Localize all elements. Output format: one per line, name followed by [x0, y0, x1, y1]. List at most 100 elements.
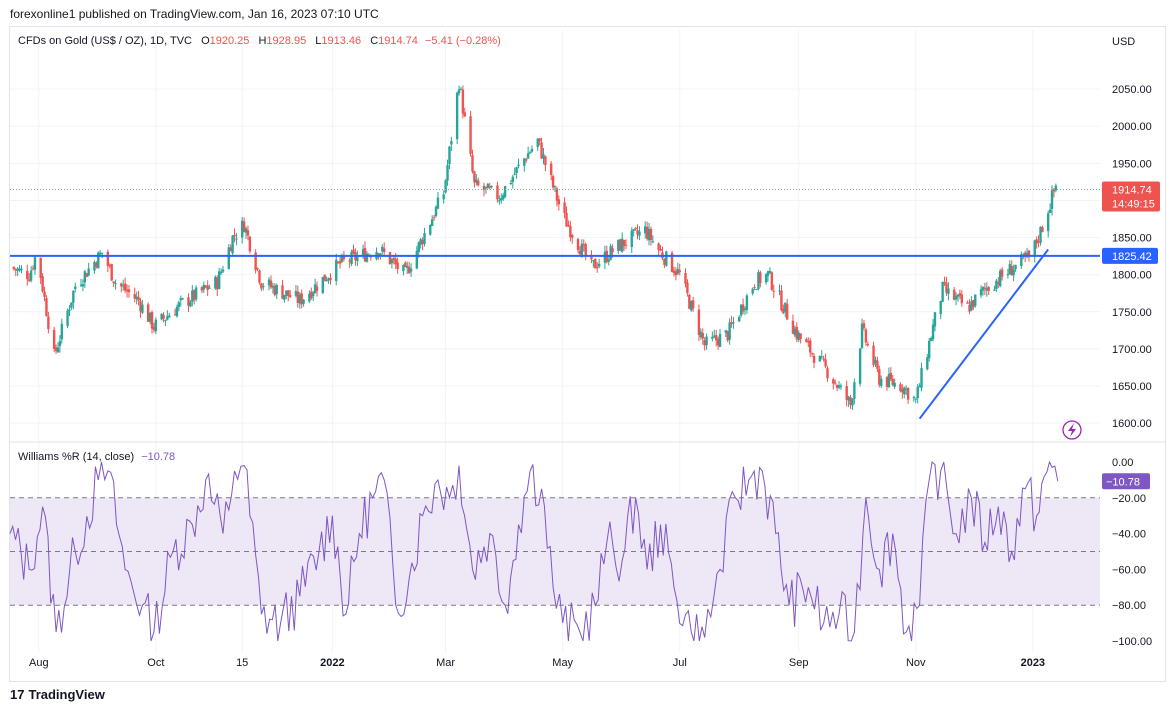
- candle-body: [135, 296, 138, 300]
- low-key: L: [315, 35, 322, 47]
- candle-body: [703, 340, 706, 346]
- candle-body: [993, 289, 996, 291]
- candle-body: [624, 244, 628, 246]
- candle-body: [563, 202, 566, 214]
- candle-body: [981, 286, 985, 291]
- candle-body: [139, 301, 142, 312]
- candle-body: [193, 290, 196, 300]
- candle-body: [772, 290, 775, 292]
- candle-body: [901, 389, 904, 393]
- candle-body: [983, 287, 987, 289]
- candle-body: [120, 283, 123, 287]
- tradingview-logo-icon: 17: [10, 687, 25, 702]
- candle-body: [392, 257, 396, 261]
- candle-body: [179, 298, 182, 301]
- candle-body: [665, 251, 668, 266]
- candle-body: [70, 302, 73, 308]
- candle-body: [820, 356, 823, 358]
- candle-body: [597, 263, 601, 267]
- candle-body: [312, 292, 315, 297]
- candle-body: [148, 312, 152, 322]
- candle-body: [415, 250, 419, 269]
- candle-body: [943, 281, 946, 284]
- candle-body: [417, 242, 420, 253]
- candle-body: [1048, 209, 1052, 214]
- countdown-label: 14:49:15: [1112, 199, 1155, 211]
- candle-body: [885, 377, 889, 387]
- trendline[interactable]: [918, 248, 1049, 420]
- candle-body: [966, 302, 969, 304]
- candle-body: [832, 379, 835, 384]
- candle-body: [33, 257, 37, 270]
- candle-body: [691, 300, 695, 309]
- time-tick-label: Nov: [906, 657, 926, 669]
- candle-body: [325, 280, 328, 282]
- candle-body: [594, 258, 597, 269]
- candle-body: [246, 230, 250, 236]
- candle-body: [697, 309, 701, 335]
- candle-body: [511, 176, 514, 182]
- candle-body: [657, 243, 660, 250]
- candle-body: [607, 259, 610, 262]
- price-tick-label: 1700.00: [1112, 344, 1152, 356]
- candle-body: [678, 270, 681, 273]
- candle-body: [446, 165, 449, 181]
- high-value: 1928.95: [266, 35, 307, 47]
- candle-body: [684, 273, 687, 284]
- candle-body: [79, 284, 83, 286]
- candle-body: [1025, 252, 1029, 256]
- candle-body: [920, 368, 923, 388]
- candle-body: [812, 355, 816, 363]
- candle-body: [473, 171, 476, 183]
- candle-body: [294, 291, 298, 296]
- indicator-tick-label: −60.00: [1112, 564, 1146, 576]
- candle-body: [718, 333, 722, 347]
- candle-body: [538, 138, 541, 142]
- candle-body: [1037, 241, 1040, 243]
- candle-body: [448, 146, 451, 165]
- close-key: C: [370, 35, 379, 47]
- candle-body: [106, 251, 110, 266]
- candle-body: [217, 271, 221, 289]
- candle-body: [488, 185, 491, 188]
- time-tick-label: 2022: [320, 657, 344, 669]
- candle-body: [498, 200, 501, 202]
- candle-body: [770, 272, 774, 290]
- candle-body: [1008, 264, 1012, 275]
- candle-body: [730, 322, 733, 325]
- candle-body: [893, 382, 896, 387]
- lightning-icon[interactable]: [1062, 420, 1082, 440]
- candle-body: [361, 249, 365, 255]
- candle-body: [500, 198, 503, 201]
- candle-body: [582, 244, 585, 246]
- brand-label: TradingView: [28, 687, 105, 702]
- candle-body: [133, 294, 136, 299]
- candle-body: [1041, 227, 1044, 232]
- candle-body: [557, 199, 561, 205]
- candle-body: [929, 338, 933, 342]
- candle-body: [419, 239, 422, 245]
- candle-body: [571, 235, 574, 238]
- candle-body: [175, 306, 179, 317]
- candle-body: [430, 219, 434, 227]
- indicator-tick-label: 0.00: [1112, 457, 1133, 469]
- candle-body: [60, 323, 64, 340]
- candle-body: [356, 255, 359, 262]
- candle-body: [181, 298, 184, 300]
- candle-body: [273, 285, 277, 296]
- candle-body: [68, 309, 71, 312]
- candle-body: [338, 260, 342, 264]
- candle-body: [340, 255, 344, 262]
- candle-body: [780, 290, 783, 311]
- candle-body: [287, 290, 290, 297]
- price-tick-label: 2050.00: [1112, 84, 1152, 96]
- candle-body: [672, 270, 676, 274]
- candle-body: [714, 335, 718, 341]
- candle-body: [549, 163, 553, 175]
- candle-body: [18, 268, 21, 271]
- candle-body: [513, 173, 516, 175]
- candle-body: [947, 288, 950, 294]
- tradingview-logo[interactable]: 17 TradingView: [10, 687, 105, 702]
- candle-body: [208, 287, 211, 289]
